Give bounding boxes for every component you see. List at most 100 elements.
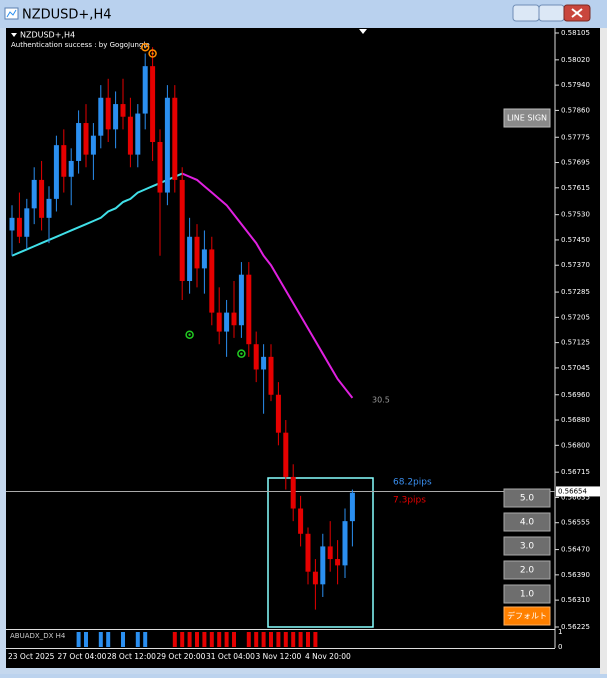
indicator-bar [135, 632, 140, 647]
y-tick-label: 0.57045 [561, 364, 590, 372]
y-tick-label: 0.58020 [561, 56, 590, 64]
x-tick-label: 3 Nov 12:00 [256, 652, 302, 661]
signal-ring [237, 349, 246, 358]
candle-body [127, 116, 133, 155]
indicator-bar [121, 632, 125, 647]
chart-symbol: NZDUSD+,H4 [20, 31, 75, 40]
candle-body [83, 123, 89, 155]
indicator-bar [246, 632, 251, 647]
candle-body [39, 179, 45, 218]
y-tick-label: 0.57370 [561, 261, 590, 269]
indicator-bar [269, 632, 273, 647]
candle-body [275, 394, 281, 433]
level-button[interactable] [503, 560, 551, 580]
candle-body [157, 141, 163, 193]
window-title: NZDUSD+,H4 [22, 8, 112, 23]
candle-body [312, 571, 318, 585]
indicator-tick-label: 1 [558, 628, 562, 636]
minimize-button[interactable] [512, 4, 540, 22]
y-tick-label: 0.57125 [561, 339, 590, 347]
level-label[interactable]: 3.0 [520, 542, 535, 552]
candle-body [16, 217, 22, 237]
y-tick-label: 0.56715 [561, 468, 590, 476]
candle-body [216, 312, 222, 332]
level-button[interactable] [503, 512, 551, 532]
y-tick-label: 0.57450 [561, 236, 590, 244]
candle-body [327, 546, 333, 560]
y-tick-label: 0.56800 [561, 441, 590, 449]
signal-dot [240, 352, 243, 355]
y-tick-label: 0.56390 [561, 571, 590, 579]
level-button[interactable] [503, 584, 551, 604]
pips-box [267, 477, 374, 628]
candle-body [261, 356, 267, 370]
ma-value: 30.5 [372, 396, 390, 405]
candle-body [290, 476, 296, 509]
indicator-bar [254, 632, 259, 647]
moving-average [11, 172, 183, 257]
candle-body [9, 217, 15, 231]
candle-body [305, 533, 311, 572]
moving-average [181, 172, 354, 399]
signal-dot [151, 52, 154, 55]
level-label[interactable]: 5.0 [520, 494, 535, 504]
indicator-bar [291, 632, 296, 647]
auth-status: Authentication success : by GogoJungle [11, 41, 150, 49]
level-button[interactable] [503, 488, 551, 508]
y-tick-label: 0.57205 [561, 313, 590, 321]
y-tick-label: 0.56880 [561, 416, 590, 424]
default-label[interactable]: デフォルト [507, 611, 547, 621]
y-tick-label: 0.56960 [561, 391, 590, 399]
candle-body [142, 66, 148, 114]
default-button[interactable] [503, 606, 551, 626]
candle-body [187, 236, 193, 282]
indicator-bar [306, 632, 310, 647]
scrollbar [600, 28, 607, 674]
candle-body [53, 145, 59, 199]
signal-dot [188, 333, 191, 336]
indicator-bar [283, 632, 288, 647]
y-tick-label: 0.56225 [561, 623, 590, 631]
maximize-button[interactable] [538, 4, 565, 22]
signal-ring [185, 330, 194, 339]
x-tick-label: 23 Oct 2025 [8, 652, 55, 661]
shift-marker [359, 29, 367, 34]
candle-body [194, 236, 200, 269]
level-label[interactable]: 4.0 [520, 518, 535, 528]
level-label[interactable]: 2.0 [520, 566, 535, 576]
indicator-bar [98, 632, 103, 647]
candle-body [238, 274, 244, 326]
collapse-triangle[interactable] [11, 33, 17, 37]
level-button[interactable] [503, 536, 551, 556]
x-tick-label: 27 Oct 04:00 [58, 652, 107, 661]
candle-body [164, 97, 170, 193]
y-tick-label: 0.57860 [561, 106, 590, 114]
level-label[interactable]: 1.0 [520, 590, 535, 600]
line-sign-label[interactable]: LINE SIGN [507, 114, 547, 123]
candle-body [179, 179, 185, 282]
y-tick-label: 0.57615 [561, 184, 590, 192]
candle-body [90, 135, 96, 155]
y-tick-label: 0.57695 [561, 159, 590, 167]
current-price-label: 0.56654 [558, 487, 587, 495]
indicator-bar [261, 632, 266, 647]
x-tick-label: 29 Oct 20:00 [157, 652, 206, 661]
indicator-bar [209, 632, 214, 647]
line-sign-button[interactable] [503, 108, 551, 128]
signal-ring [148, 49, 157, 58]
pips-up: 68.2pips [393, 478, 432, 488]
candle-body [253, 344, 259, 370]
y-tick-label: 0.56470 [561, 546, 590, 554]
candle-body [224, 312, 230, 332]
y-tick-label: 0.57530 [561, 211, 590, 219]
indicator-bar [84, 632, 88, 647]
indicator-bar [217, 632, 222, 647]
indicator-bar [76, 632, 81, 647]
y-tick-label: 0.56635 [561, 493, 590, 501]
candle-body [105, 97, 111, 130]
indicator-bar [298, 632, 303, 647]
candle-body [135, 113, 141, 155]
title-bar [0, 0, 607, 28]
signal-dot [144, 46, 147, 49]
